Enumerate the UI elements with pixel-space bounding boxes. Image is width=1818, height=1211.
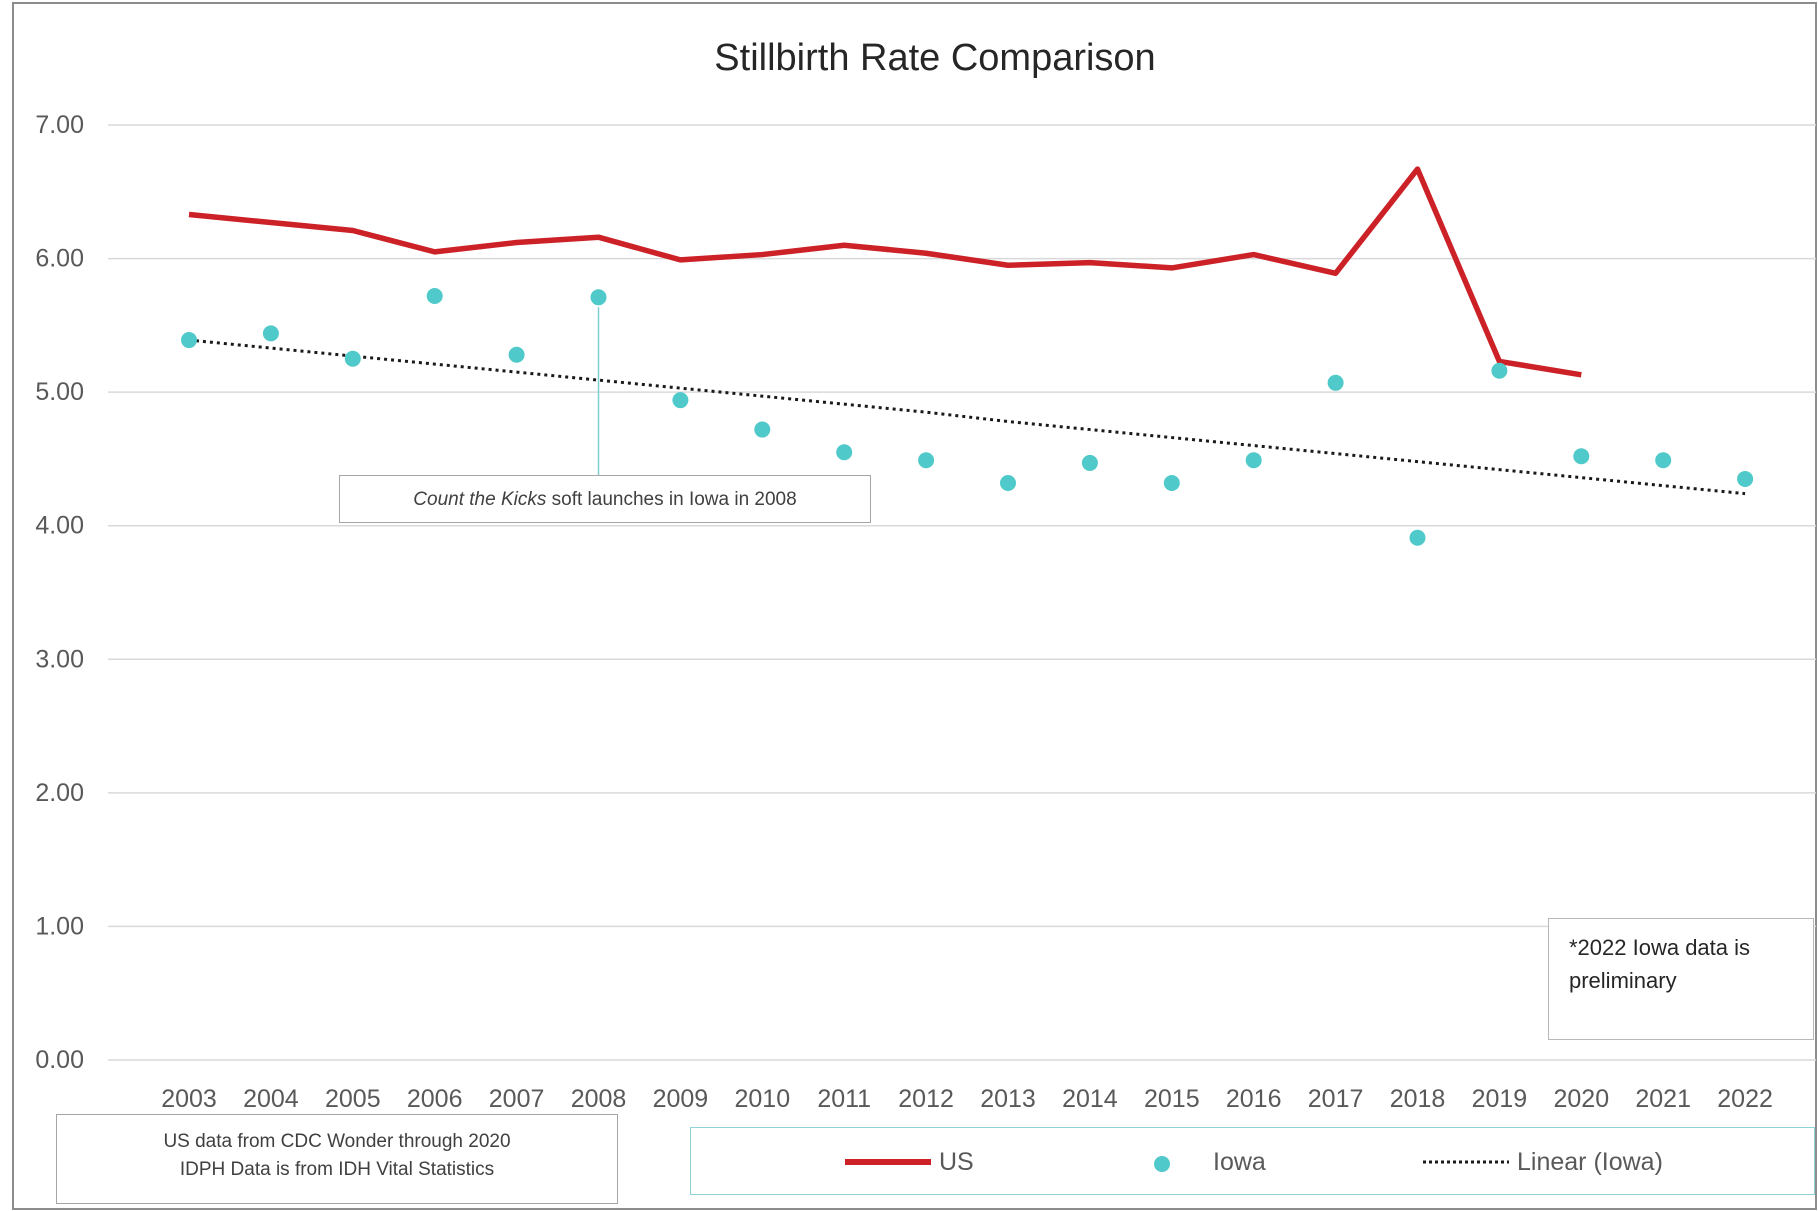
y-tick-label: 1.00 (35, 912, 84, 940)
x-tick-label: 2020 (1553, 1085, 1609, 1113)
x-tick-label: 2003 (161, 1085, 217, 1113)
x-tick-label: 2007 (489, 1085, 545, 1113)
source-line: US data from CDC Wonder through 2020 (163, 1131, 511, 1152)
iowa-data-point (344, 350, 361, 367)
iowa-data-point (1409, 529, 1426, 546)
iowa-data-point (1081, 454, 1098, 471)
x-axis-tick-labels: 2003 2004 2005 2006 2007 2008 2009 2010 2011 2012… (161, 1085, 1773, 1113)
x-tick-label: 2018 (1390, 1085, 1446, 1113)
x-tick-label: 2016 (1226, 1085, 1282, 1113)
annotation-text: soft launches in Iowa in 2008 (546, 489, 797, 510)
trendline-linear-iowa (188, 338, 1746, 496)
y-tick-label: 3.00 (35, 645, 84, 673)
note-line: preliminary (1569, 968, 1677, 993)
x-tick-label: 2006 (407, 1085, 463, 1113)
source-line: IDPH Data is from IDH Vital Statistics (179, 1159, 495, 1180)
x-tick-label: 2021 (1635, 1085, 1691, 1113)
y-tick-label: 6.00 (35, 245, 84, 273)
legend-label-linear-iowa: Linear (Iowa) (1517, 1147, 1663, 1176)
iowa-data-point (672, 392, 689, 409)
legend: US Iowa Linear (Iowa) (690, 1127, 1815, 1195)
y-tick-label: 2.00 (35, 779, 84, 807)
iowa-series (181, 287, 1754, 546)
iowa-data-point (1491, 362, 1508, 379)
iowa-data-point (1737, 470, 1754, 487)
legend-swatch-linear-iowa (1423, 1160, 1509, 1164)
source-note: US data from CDC Wonder through 2020 IDP… (56, 1114, 618, 1204)
note-line: *2022 Iowa data is (1569, 935, 1751, 960)
y-axis-tick-labels: 0.00 1.00 2.00 3.00 4.00 5.00 6.00 7.00 (35, 111, 84, 1074)
y-tick-label: 0.00 (35, 1046, 84, 1074)
legend-label-iowa: Iowa (1213, 1147, 1266, 1176)
x-tick-label: 2015 (1144, 1085, 1200, 1113)
iowa-data-point (426, 287, 443, 304)
x-tick-label: 2022 (1717, 1085, 1773, 1113)
iowa-data-point (590, 289, 607, 306)
annotation-box: Count the Kicks soft launches in Iowa in… (339, 475, 871, 523)
iowa-data-point (1573, 448, 1590, 465)
x-tick-label: 2012 (898, 1085, 954, 1113)
y-tick-label: 5.00 (35, 378, 84, 406)
iowa-data-point (262, 325, 279, 342)
iowa-data-point (1327, 374, 1344, 391)
iowa-data-point (1163, 474, 1180, 491)
y-tick-label: 4.00 (35, 512, 84, 540)
legend-item-us: US (843, 1128, 974, 1196)
x-tick-label: 2013 (980, 1085, 1036, 1113)
iowa-data-point (508, 346, 525, 363)
legend-item-iowa: Iowa (1151, 1128, 1266, 1196)
chart-title: Stillbirth Rate Comparison (714, 37, 1155, 79)
gridlines (108, 124, 1816, 1061)
iowa-data-point (836, 444, 853, 461)
x-tick-label: 2004 (243, 1085, 299, 1113)
legend-swatch-us (845, 1159, 931, 1165)
preliminary-note: *2022 Iowa data is preliminary (1548, 918, 1814, 1040)
iowa-data-point (1655, 452, 1672, 469)
legend-label-us: US (939, 1147, 974, 1176)
x-tick-label: 2017 (1308, 1085, 1364, 1113)
iowa-data-point (1245, 452, 1262, 469)
iowa-data-point (181, 332, 197, 349)
annotation-emphasis: Count the Kicks (413, 489, 547, 510)
x-tick-label: 2019 (1472, 1085, 1528, 1113)
y-tick-label: 7.00 (35, 111, 84, 139)
iowa-trendline (188, 338, 1746, 496)
iowa-data-point (1000, 474, 1016, 491)
us-line (188, 166, 1582, 378)
us-series (188, 166, 1582, 378)
x-tick-label: 2009 (653, 1085, 709, 1113)
x-tick-label: 2008 (571, 1085, 627, 1113)
iowa-data-point (754, 421, 771, 438)
x-tick-label: 2011 (817, 1085, 871, 1113)
legend-item-linear-iowa: Linear (Iowa) (1421, 1128, 1663, 1196)
x-tick-label: 2005 (325, 1085, 381, 1113)
iowa-data-point (918, 452, 935, 469)
x-tick-label: 2010 (734, 1085, 790, 1113)
legend-swatch-iowa (1154, 1156, 1170, 1172)
chart-frame (12, 2, 1817, 1210)
x-tick-label: 2014 (1062, 1085, 1118, 1113)
